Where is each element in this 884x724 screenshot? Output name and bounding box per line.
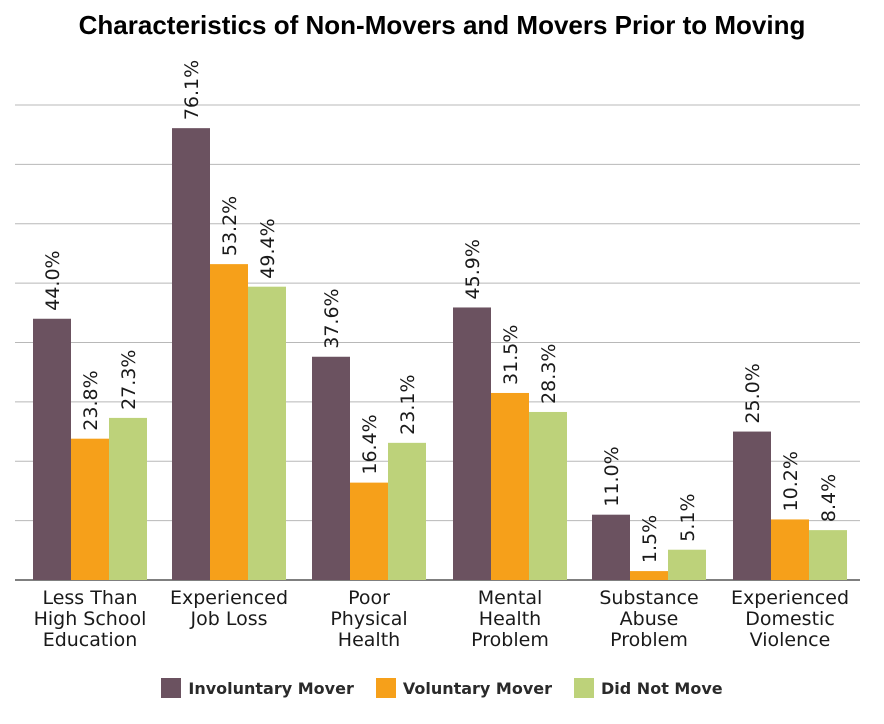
legend-label-did-not-move: Did Not Move	[601, 678, 723, 698]
bar-voluntary	[630, 571, 668, 580]
bar-involuntary	[453, 307, 491, 580]
value-label-involuntary: 76.1%	[181, 60, 203, 120]
value-labels: 44.0% 23.8% 27.3% 76.1% 53.2% 49.4% 37.6% 16.4%…	[42, 60, 840, 563]
bars	[33, 128, 847, 580]
value-label-did-not-move: 5.1%	[677, 493, 699, 541]
gridlines	[15, 104, 860, 581]
bar-did-not-move	[809, 530, 847, 580]
category-label: Experienced	[170, 587, 288, 609]
category-label: Domestic	[745, 608, 835, 630]
value-label-did-not-move: 27.3%	[118, 350, 140, 410]
bar-involuntary	[172, 128, 210, 580]
bar-involuntary	[33, 318, 71, 580]
category-label: Mental	[478, 587, 543, 609]
legend-label-involuntary: Involuntary Mover	[188, 678, 354, 698]
bar-voluntary	[771, 519, 809, 580]
legend-swatch-did-not-move	[574, 678, 595, 698]
value-label-involuntary: 44.0%	[42, 250, 64, 310]
legend-swatch-voluntary	[375, 678, 396, 698]
value-label-involuntary: 11.0%	[601, 446, 623, 506]
legend: Involuntary Mover Voluntary Mover Did No…	[0, 678, 884, 698]
category-label: Problem	[471, 629, 549, 651]
category-label: Health	[338, 629, 400, 651]
bar-involuntary	[733, 431, 771, 580]
legend-item-did-not-move: Did Not Move	[574, 678, 723, 698]
value-label-voluntary: 53.2%	[219, 196, 241, 256]
value-label-did-not-move: 23.1%	[397, 374, 419, 434]
category-label: Experienced	[731, 587, 849, 609]
bar-voluntary	[71, 438, 109, 580]
bar-voluntary	[491, 392, 529, 580]
legend-label-voluntary: Voluntary Mover	[402, 678, 553, 698]
legend-item-voluntary: Voluntary Mover	[375, 678, 553, 698]
category-label: Abuse	[620, 608, 679, 630]
legend-item-involuntary: Involuntary Mover	[161, 678, 354, 698]
legend-swatch-involuntary	[161, 678, 182, 698]
bar-did-not-move	[109, 417, 147, 580]
bar-did-not-move	[668, 549, 706, 580]
category-label: Substance	[599, 587, 698, 609]
value-label-involuntary: 45.9%	[462, 239, 484, 299]
category-label: High School	[34, 608, 147, 630]
value-label-did-not-move: 8.4%	[818, 474, 840, 522]
value-label-involuntary: 25.0%	[742, 363, 764, 423]
value-label-did-not-move: 28.3%	[538, 344, 560, 404]
category-label: Violence	[750, 629, 831, 651]
value-label-voluntary: 1.5%	[639, 515, 661, 563]
value-label-voluntary: 16.4%	[359, 414, 381, 474]
bar-did-not-move	[529, 411, 567, 580]
category-label: Poor	[348, 587, 390, 609]
value-label-voluntary: 31.5%	[500, 325, 522, 385]
value-label-voluntary: 10.2%	[780, 451, 802, 511]
value-label-did-not-move: 49.4%	[257, 218, 279, 278]
value-label-involuntary: 37.6%	[321, 288, 343, 348]
category-label: Problem	[610, 629, 688, 651]
bar-did-not-move	[388, 442, 426, 580]
value-label-voluntary: 23.8%	[80, 370, 102, 430]
category-label: Job Loss	[189, 608, 267, 630]
bar-voluntary	[210, 264, 248, 580]
bar-voluntary	[350, 482, 388, 580]
bar-chart: 44.0% 23.8% 27.3% 76.1% 53.2% 49.4% 37.6% 16.4%…	[15, 60, 860, 651]
category-label: Health	[479, 608, 541, 630]
category-label: Physical	[330, 608, 407, 630]
category-label: Less Than	[42, 587, 137, 609]
chart-title: Characteristics of Non-Movers and Movers…	[78, 10, 806, 40]
bar-involuntary	[312, 356, 350, 580]
bar-did-not-move	[248, 286, 286, 580]
category-label: Education	[43, 629, 138, 651]
bar-involuntary	[592, 514, 630, 580]
